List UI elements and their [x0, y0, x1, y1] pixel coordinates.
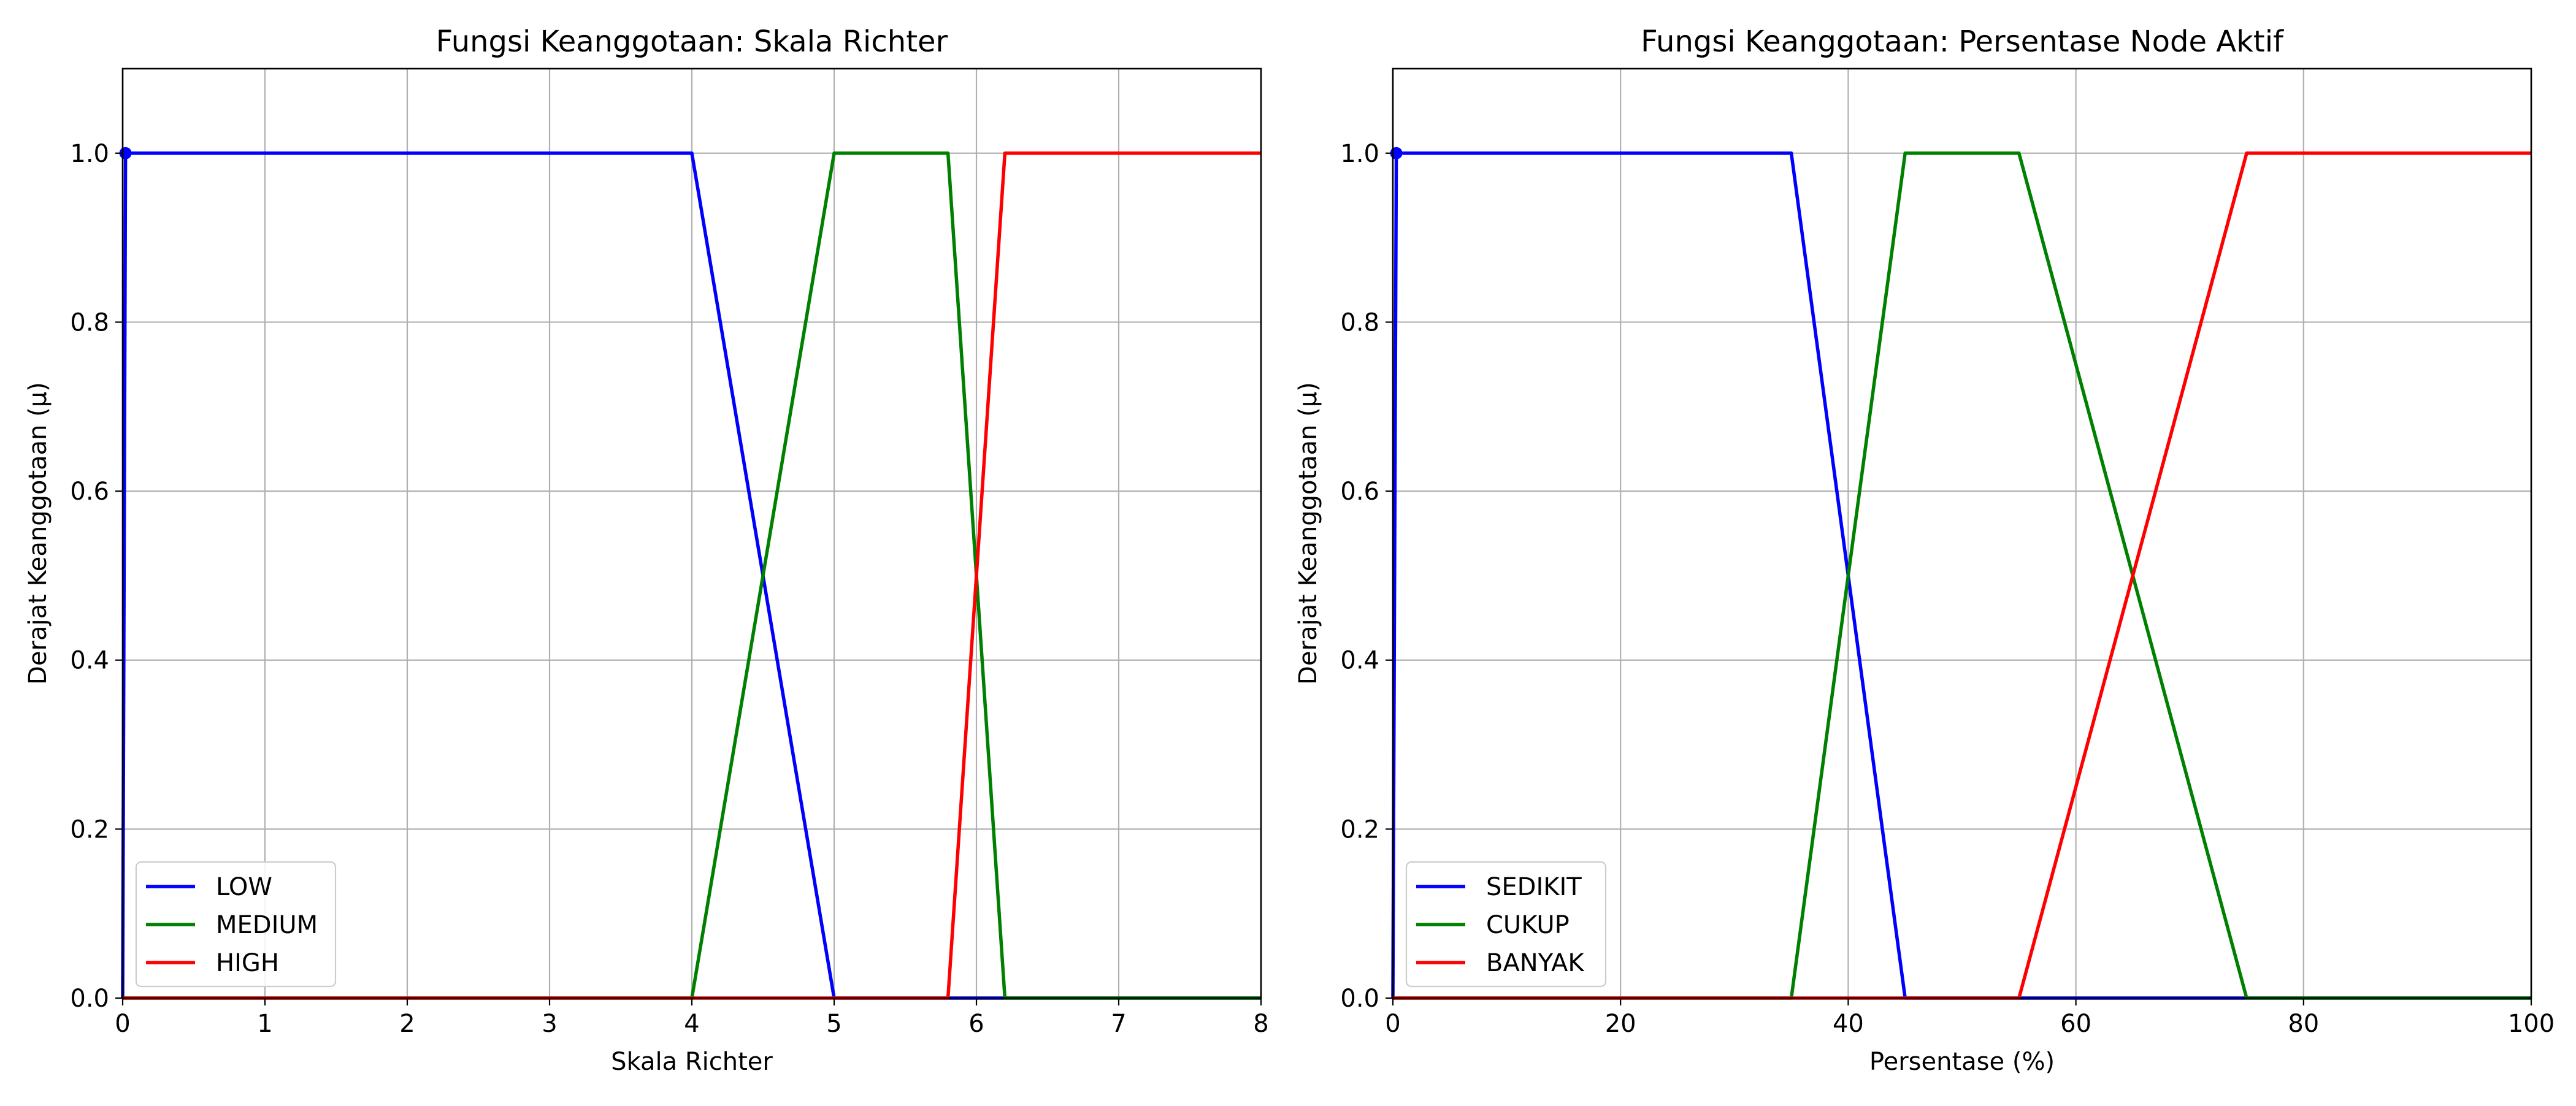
x-tick-label: 7	[1111, 1010, 1126, 1038]
axes-frame	[1392, 67, 2532, 999]
y-tick-label: 0.4	[1340, 647, 1379, 675]
y-tick-label: 0.2	[70, 815, 109, 844]
y-tick-label: 0.6	[70, 478, 109, 506]
x-tick-label: 100	[2508, 1010, 2555, 1038]
legend: SEDIKIT CUKUP BANYAK	[1405, 861, 1607, 988]
y-axis-label: Derajat Keanggotaan (µ)	[24, 382, 52, 685]
x-tick-label: 6	[968, 1010, 984, 1038]
chart-panel-1: 0 1 2 3 4 5 6 7 8 0.0 0.2 0.4 0.6 0.8 1.0 Fungsi Keangg…	[24, 25, 1269, 1076]
chart-title: Fungsi Keanggotaan: Skala Richter	[436, 25, 948, 59]
y-tick-label: 0.8	[1340, 308, 1379, 337]
x-tick-label: 0	[115, 1010, 130, 1038]
x-tick-label: 8	[1253, 1010, 1268, 1038]
legend-label-high: HIGH	[216, 949, 279, 977]
x-tick-label: 0	[1385, 1010, 1400, 1038]
x-tick-label: 2	[399, 1010, 415, 1038]
x-tick-label: 20	[1605, 1010, 1636, 1038]
y-tick-label: 0.6	[1340, 478, 1379, 506]
chart-title: Fungsi Keanggotaan: Persentase Node Akti…	[1641, 25, 2284, 59]
y-tick-label: 1.0	[1340, 140, 1379, 168]
x-tick-label: 80	[2288, 1010, 2319, 1038]
x-tick-label: 4	[684, 1010, 699, 1038]
x-tick-label: 60	[2060, 1010, 2091, 1038]
legend-box	[135, 861, 337, 988]
legend: LOW MEDIUM HIGH	[135, 861, 337, 988]
x-tick-label: 5	[826, 1010, 841, 1038]
y-tick-label: 0.0	[70, 985, 109, 1013]
legend-label-banyak: BANYAK	[1486, 949, 1585, 977]
y-tick-label: 1.0	[70, 140, 109, 168]
x-axis-label: Skala Richter	[611, 1048, 773, 1076]
legend-box	[1405, 861, 1607, 988]
legend-label-cukup: CUKUP	[1486, 911, 1570, 939]
x-tick-label: 3	[542, 1010, 557, 1038]
y-tick-label: 0.8	[70, 308, 109, 337]
x-tick-label: 1	[257, 1010, 272, 1038]
legend-label-low: LOW	[216, 873, 272, 901]
y-tick-label: 0.0	[1340, 985, 1379, 1013]
x-axis-label: Persentase (%)	[1869, 1048, 2055, 1076]
y-axis-label: Derajat Keanggotaan (µ)	[1294, 382, 1322, 685]
y-tick-label: 0.4	[70, 647, 109, 675]
x-tick-label: 40	[1833, 1010, 1864, 1038]
chart-panel-2: 0 20 40 60 80 100 0.0 0.2 0.4 0.6 0.8 1.0 Fungsi Kea…	[1294, 25, 2555, 1076]
legend-label-sedikit: SEDIKIT	[1486, 873, 1582, 901]
legend-label-medium: MEDIUM	[216, 911, 318, 939]
y-tick-label: 0.2	[1340, 815, 1379, 844]
